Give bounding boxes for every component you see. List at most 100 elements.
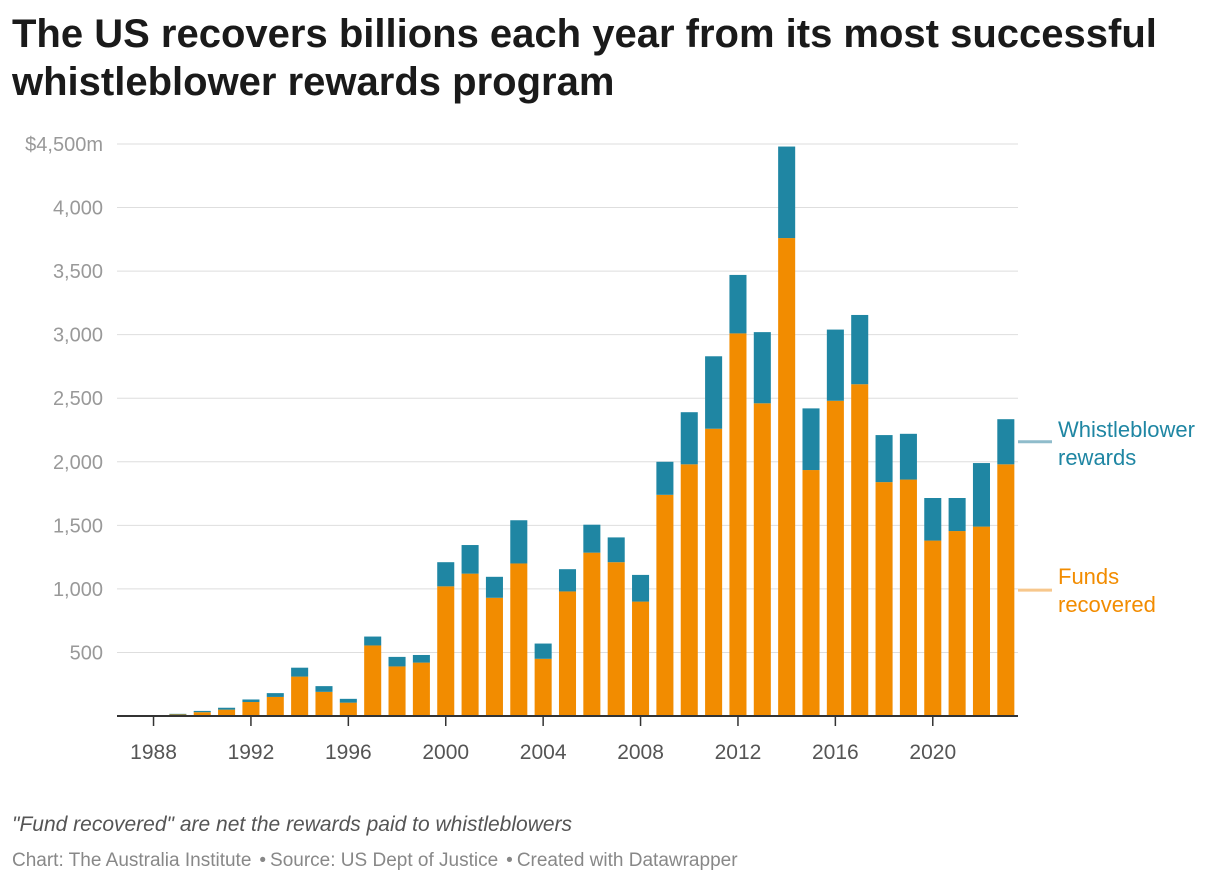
bar-funds-recovered <box>875 482 893 716</box>
x-tick-label: 1992 <box>228 741 275 764</box>
bar-whistleblower-rewards <box>291 667 309 677</box>
bar-whistleblower-rewards <box>924 498 942 541</box>
bar-funds-recovered <box>826 400 844 716</box>
bar-funds-recovered <box>680 464 698 716</box>
y-tick-label: $4,500m <box>25 134 103 156</box>
chart-source: Source: US Dept of Justice <box>270 850 499 871</box>
bar-funds-recovered <box>705 428 723 716</box>
bar-funds-recovered <box>412 662 430 716</box>
bar-whistleblower-rewards <box>534 643 552 659</box>
x-axis-ticks: 1988 1992 1996 2000 2004 2008 2012 2016 2020 <box>130 716 956 764</box>
bar-whistleblower-rewards <box>632 574 650 602</box>
x-tick-label: 2012 <box>715 741 762 764</box>
bar-whistleblower-rewards <box>851 314 869 385</box>
bar-funds-recovered <box>899 479 917 716</box>
bar-whistleblower-rewards <box>461 545 479 574</box>
bar-whistleblower-rewards <box>778 146 796 239</box>
bar-whistleblower-rewards <box>510 520 528 564</box>
bar-whistleblower-rewards <box>826 329 844 401</box>
x-tick-label: 2008 <box>617 741 664 764</box>
y-tick-label: 1,500 <box>53 515 103 537</box>
bar-funds-recovered <box>218 709 236 716</box>
y-tick-label: 4,000 <box>53 198 103 220</box>
bar-whistleblower-rewards <box>802 408 820 471</box>
bar-funds-recovered <box>266 696 284 716</box>
bar-funds-recovered <box>461 573 479 716</box>
chart-note: "Fund recovered" are net the rewards pai… <box>12 813 573 836</box>
bar-whistleblower-rewards <box>266 693 284 697</box>
bar-funds-recovered <box>656 494 674 716</box>
bar-whistleblower-rewards <box>875 435 893 483</box>
bar-funds-recovered <box>948 531 966 716</box>
bar-funds-recovered <box>632 601 650 716</box>
bar-funds-recovered <box>607 562 625 716</box>
bar-funds-recovered <box>339 702 357 716</box>
bar-whistleblower-rewards <box>705 356 723 429</box>
chart-title: The US recovers billions each year from … <box>12 12 1157 104</box>
bar-whistleblower-rewards <box>899 433 917 480</box>
bar-funds-recovered <box>924 540 942 716</box>
bar-whistleblower-rewards <box>388 656 406 667</box>
bar-whistleblower-rewards <box>169 713 187 715</box>
bar-whistleblower-rewards <box>680 412 698 465</box>
bar-funds-recovered <box>242 702 260 716</box>
chart-footer: Chart: The Australia Institute • Source: U… <box>12 850 738 872</box>
bar-whistleblower-rewards <box>485 576 503 598</box>
bar-funds-recovered <box>729 333 747 716</box>
bar-whistleblower-rewards <box>607 537 625 563</box>
bar-whistleblower-rewards <box>218 707 236 710</box>
y-tick-label: 3,000 <box>53 325 103 347</box>
bar-funds-recovered <box>315 691 333 716</box>
bar-whistleblower-rewards <box>656 461 674 495</box>
y-tick-label: 1,000 <box>53 579 103 601</box>
bar-funds-recovered <box>291 676 309 716</box>
bar-whistleblower-rewards <box>948 498 966 532</box>
bar-whistleblower-rewards <box>364 636 382 646</box>
x-tick-label: 1988 <box>130 741 177 764</box>
bar-whistleblower-rewards <box>729 274 747 334</box>
bar-funds-recovered <box>972 526 990 716</box>
bar-funds-recovered <box>753 403 771 716</box>
bar-whistleblower-rewards <box>242 699 260 703</box>
bar-whistleblower-rewards <box>339 698 357 703</box>
bar-funds-recovered <box>485 597 503 716</box>
bar-funds-recovered <box>997 464 1015 716</box>
bar-funds-recovered <box>558 591 577 716</box>
bar-funds-recovered <box>802 470 820 716</box>
y-axis-ticks: 500 1,000 1,500 2,000 2,500 3,000 3,500 4,000 $4… <box>25 134 103 664</box>
bar-whistleblower-rewards <box>558 569 577 592</box>
y-tick-label: 3,500 <box>53 261 103 283</box>
legend: Whistleblower rewards Funds recovered <box>1018 417 1195 617</box>
chart-created-with: Created with Datawrapper <box>516 850 738 871</box>
bar-funds-recovered <box>510 563 528 716</box>
x-tick-label: 2020 <box>909 741 956 764</box>
bar-whistleblower-rewards <box>315 686 333 692</box>
bar-whistleblower-rewards <box>753 332 771 404</box>
footer-separator: • <box>259 850 267 871</box>
bar-whistleblower-rewards <box>193 710 211 713</box>
x-tick-label: 2004 <box>520 741 567 764</box>
bar-funds-recovered <box>534 658 552 716</box>
chart-credit: Chart: The Australia Institute <box>12 850 252 871</box>
bar-funds-recovered <box>851 384 869 716</box>
bar-whistleblower-rewards <box>972 463 990 527</box>
x-tick-label: 2016 <box>812 741 859 764</box>
bar-funds-recovered <box>778 238 796 716</box>
legend-whistleblower-rewards: Whistleblower rewards <box>1058 417 1195 470</box>
y-tick-label: 500 <box>70 642 103 664</box>
bar-whistleblower-rewards <box>412 654 430 663</box>
x-tick-label: 1996 <box>325 741 372 764</box>
bar-funds-recovered <box>193 712 211 716</box>
x-tick-label: 2000 <box>422 741 469 764</box>
bars <box>145 146 1015 716</box>
bar-funds-recovered <box>437 586 455 716</box>
bar-funds-recovered <box>364 645 382 716</box>
y-tick-label: 2,500 <box>53 388 103 410</box>
legend-funds-recovered: Funds recovered <box>1058 564 1156 617</box>
bar-whistleblower-rewards <box>997 419 1015 465</box>
footer-separator: • <box>506 850 513 871</box>
y-tick-label: 2,000 <box>53 452 103 474</box>
bar-funds-recovered <box>583 552 601 716</box>
bar-funds-recovered <box>388 666 406 716</box>
